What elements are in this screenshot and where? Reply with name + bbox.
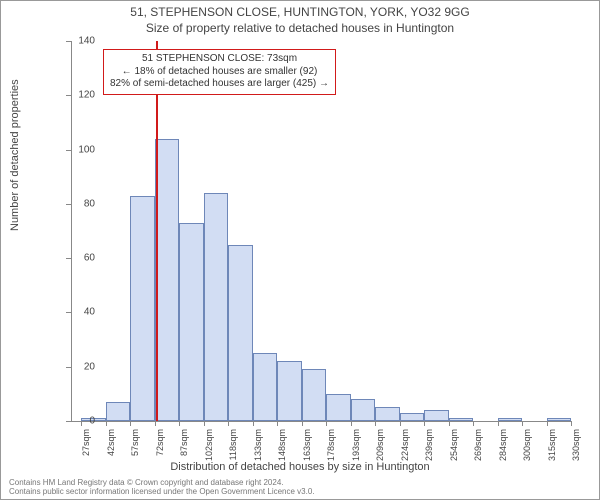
x-axis-line: [71, 421, 571, 422]
y-tick-label: 0: [55, 416, 95, 427]
x-tick-mark: [547, 421, 548, 426]
histogram-bar: [179, 223, 204, 421]
annotation-box: 51 STEPHENSON CLOSE: 73sqm ← 18% of deta…: [103, 49, 336, 95]
plot-area: [71, 41, 571, 421]
x-tick-mark: [204, 421, 205, 426]
x-tick-label: 27sqm: [81, 429, 91, 469]
x-tick-label: 163sqm: [302, 429, 312, 469]
x-tick-mark: [498, 421, 499, 426]
histogram-bar: [424, 410, 449, 421]
x-tick-mark: [571, 421, 572, 426]
x-tick-mark: [277, 421, 278, 426]
histogram-bar: [375, 407, 400, 421]
histogram-bar: [155, 139, 180, 421]
x-tick-mark: [351, 421, 352, 426]
y-tick-mark: [66, 150, 71, 151]
x-tick-mark: [449, 421, 450, 426]
x-tick-mark: [228, 421, 229, 426]
x-tick-mark: [179, 421, 180, 426]
histogram-bar: [228, 245, 253, 421]
histogram-bar: [351, 399, 376, 421]
x-tick-label: 209sqm: [375, 429, 385, 469]
x-tick-mark: [473, 421, 474, 426]
y-tick-mark: [66, 258, 71, 259]
x-tick-label: 148sqm: [277, 429, 287, 469]
y-tick-label: 100: [55, 144, 95, 155]
histogram-bar: [204, 193, 229, 421]
x-tick-label: 57sqm: [130, 429, 140, 469]
y-tick-mark: [66, 421, 71, 422]
y-tick-mark: [66, 367, 71, 368]
x-tick-label: 315sqm: [547, 429, 557, 469]
x-tick-mark: [400, 421, 401, 426]
histogram-bar: [130, 196, 155, 421]
credits: Contains HM Land Registry data © Crown c…: [9, 478, 315, 496]
x-tick-label: 224sqm: [400, 429, 410, 469]
y-tick-label: 80: [55, 198, 95, 209]
histogram-bar: [326, 394, 351, 421]
chart-container: 51, STEPHENSON CLOSE, HUNTINGTON, YORK, …: [0, 0, 600, 500]
x-tick-mark: [130, 421, 131, 426]
y-tick-label: 120: [55, 90, 95, 101]
x-tick-mark: [375, 421, 376, 426]
x-tick-mark: [106, 421, 107, 426]
x-tick-mark: [155, 421, 156, 426]
histogram-bar: [253, 353, 278, 421]
x-tick-mark: [253, 421, 254, 426]
x-tick-label: 300sqm: [522, 429, 532, 469]
x-tick-mark: [424, 421, 425, 426]
x-tick-mark: [522, 421, 523, 426]
histogram-bar: [302, 369, 327, 421]
y-tick-label: 60: [55, 253, 95, 264]
y-tick-mark: [66, 95, 71, 96]
x-tick-label: 102sqm: [204, 429, 214, 469]
annotation-line2: ← 18% of detached houses are smaller (92…: [110, 66, 329, 79]
x-tick-label: 254sqm: [449, 429, 459, 469]
title-subtitle: Size of property relative to detached ho…: [1, 21, 599, 35]
y-tick-label: 20: [55, 361, 95, 372]
y-tick-label: 40: [55, 307, 95, 318]
x-tick-mark: [326, 421, 327, 426]
x-tick-mark: [302, 421, 303, 426]
x-tick-label: 193sqm: [351, 429, 361, 469]
title-address: 51, STEPHENSON CLOSE, HUNTINGTON, YORK, …: [1, 5, 599, 19]
annotation-line3: 82% of semi-detached houses are larger (…: [110, 78, 329, 91]
x-tick-label: 284sqm: [498, 429, 508, 469]
credits-line2: Contains public sector information licen…: [9, 487, 315, 496]
x-tick-label: 42sqm: [106, 429, 116, 469]
x-tick-mark: [81, 421, 82, 426]
property-marker-line: [156, 41, 158, 421]
x-tick-label: 178sqm: [326, 429, 336, 469]
x-tick-label: 239sqm: [424, 429, 434, 469]
credits-line1: Contains HM Land Registry data © Crown c…: [9, 478, 315, 487]
annotation-line1: 51 STEPHENSON CLOSE: 73sqm: [110, 53, 329, 66]
x-tick-label: 118sqm: [228, 429, 238, 469]
x-tick-label: 269sqm: [473, 429, 483, 469]
x-tick-label: 330sqm: [571, 429, 581, 469]
x-tick-label: 72sqm: [155, 429, 165, 469]
histogram-bar: [106, 402, 131, 421]
y-tick-mark: [66, 312, 71, 313]
y-axis-label: Number of detached properties: [9, 79, 21, 231]
histogram-bar: [400, 413, 425, 421]
y-tick-mark: [66, 41, 71, 42]
y-tick-label: 140: [55, 36, 95, 47]
x-tick-label: 133sqm: [253, 429, 263, 469]
y-tick-mark: [66, 204, 71, 205]
histogram-bar: [277, 361, 302, 421]
x-tick-label: 87sqm: [179, 429, 189, 469]
